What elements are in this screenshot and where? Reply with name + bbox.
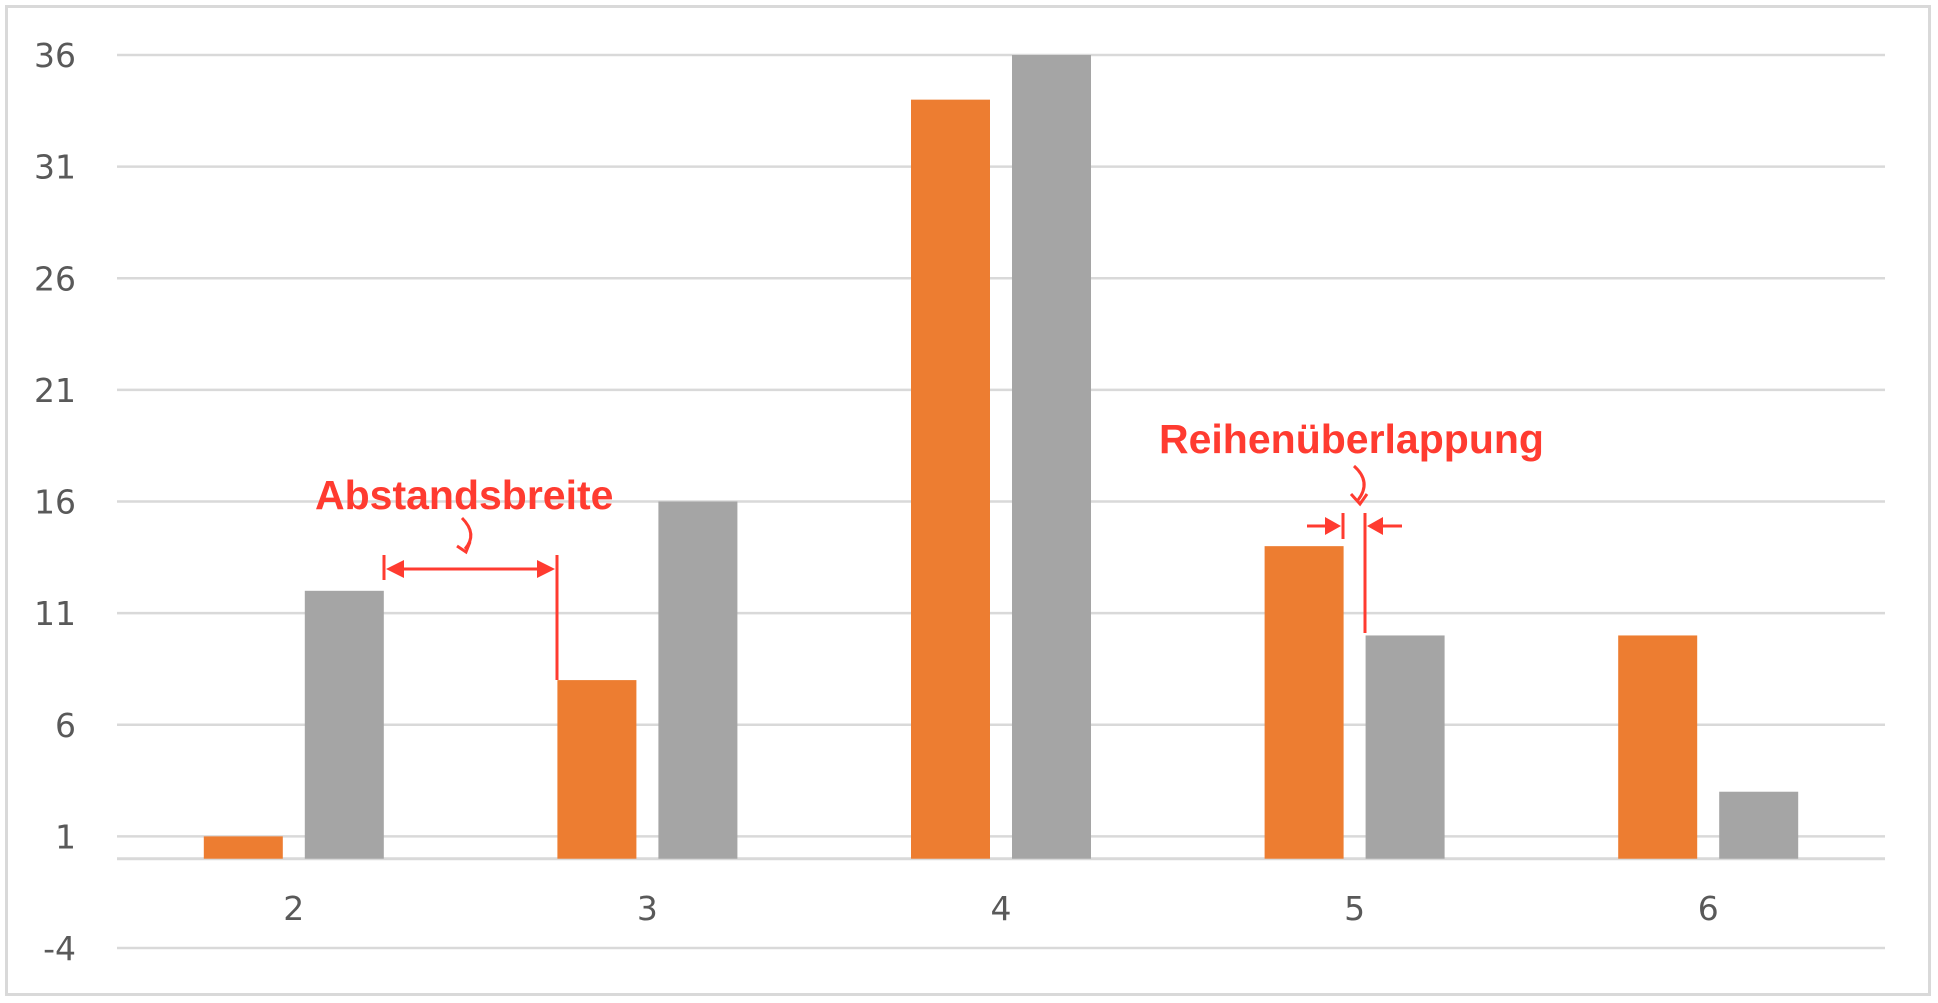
bar-series-2 <box>304 590 384 859</box>
gridlines <box>117 53 1885 950</box>
y-tick-label: 11 <box>34 594 76 633</box>
y-tick-label: 16 <box>34 483 76 522</box>
bar-series-1 <box>911 99 990 859</box>
bar-series-1 <box>1618 635 1698 859</box>
y-tick-label: 26 <box>34 259 76 298</box>
y-tick-label: -4 <box>43 929 76 968</box>
x-tick-label: 6 <box>1698 889 1719 928</box>
x-tick-label: 5 <box>1344 889 1365 928</box>
x-tick-label: 2 <box>283 889 304 928</box>
bar-series-2 <box>1012 55 1091 859</box>
bar-series-1 <box>557 680 637 859</box>
bars <box>203 55 1799 859</box>
y-tick-label: 6 <box>55 706 76 745</box>
bar-series-1 <box>1264 546 1344 859</box>
gap-width-marker <box>382 516 559 680</box>
y-tick-label: 36 <box>34 36 76 75</box>
bar-series-2 <box>1719 791 1799 859</box>
series-overlap-marker <box>1307 464 1402 633</box>
annotation-series-overlap: Reihenüberlappung <box>1159 416 1544 462</box>
bar-series-2 <box>658 501 738 859</box>
x-tick-label: 4 <box>991 889 1012 928</box>
y-tick-label: 1 <box>55 817 76 856</box>
y-tick-label: 21 <box>34 371 76 410</box>
bar-series-1 <box>203 836 283 859</box>
x-axis-ticks: 2 3 4 5 6 <box>283 889 1718 928</box>
annotations: Abstandsbreite Reihenüberlappung <box>315 416 1544 680</box>
y-tick-label: 31 <box>34 148 76 187</box>
bar-series-2 <box>1365 635 1445 859</box>
x-tick-label: 3 <box>637 889 658 928</box>
annotation-gap-width: Abstandsbreite <box>315 472 613 518</box>
